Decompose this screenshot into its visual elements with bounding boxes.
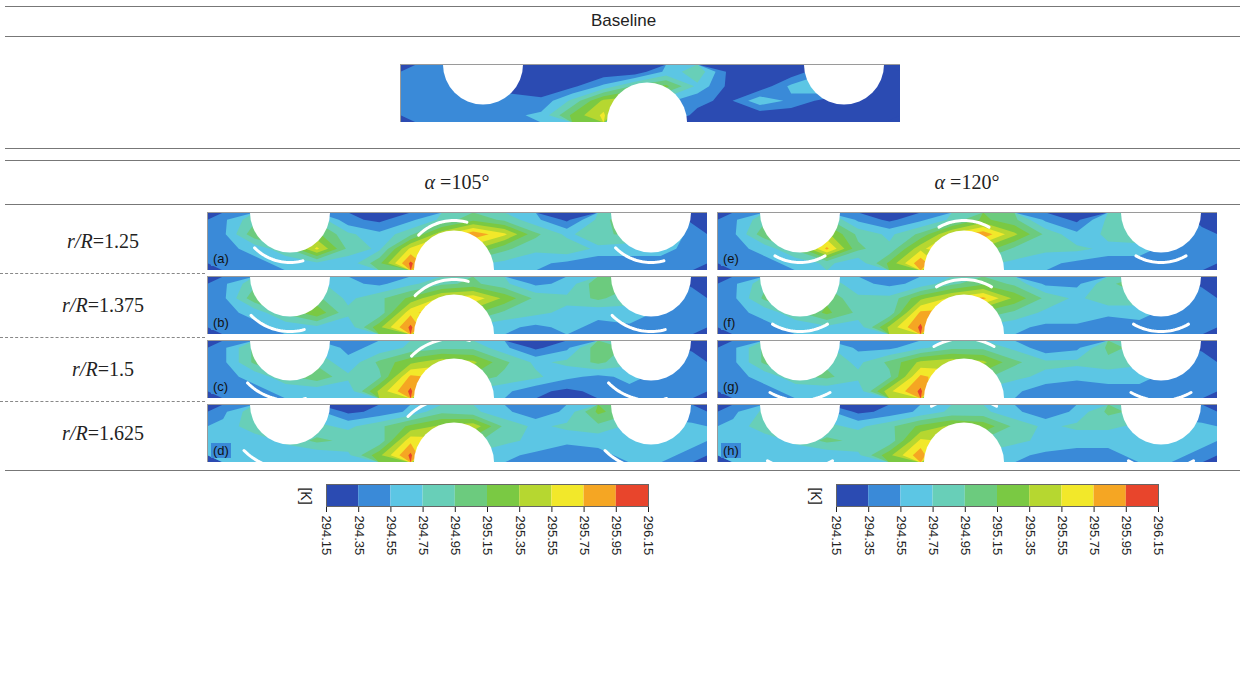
html-text:r/R =1.5: r/R =1.5 [72,358,134,380]
svg-text:295.55: 295.55 [545,516,560,556]
svg-text:295.55: 295.55 [1055,516,1070,556]
html-text:(b): (b) [213,315,229,330]
svg-text:294.95: 294.95 [448,516,463,556]
svg-text:294.95: 294.95 [958,516,973,556]
svg-text:295.95: 295.95 [1119,516,1134,556]
svg-text:296.15: 296.15 [641,516,656,556]
html-text:r/R =1.375: r/R =1.375 [62,294,144,316]
html-text:Baseline: Baseline [590,11,657,30]
svg-text:294.75: 294.75 [926,516,941,556]
svg-text:295.95: 295.95 [609,516,624,556]
html-text:(h): (h) [723,443,739,458]
html-text:α =120°: α =120° [934,171,1000,193]
svg-text:295.35: 295.35 [1023,516,1038,556]
svg-text:294.35: 294.35 [862,516,877,556]
svg-text:294.15: 294.15 [829,516,844,556]
html-text:[K]: [K] [808,487,824,505]
svg-text:295.75: 295.75 [1087,516,1102,556]
svg-text:294.55: 294.55 [894,516,909,556]
html-text:r/R =1.25: r/R =1.25 [67,230,139,252]
html-text:(d): (d) [213,443,229,458]
html-text:α =105°: α =105° [424,171,490,193]
svg-text:295.75: 295.75 [577,516,592,556]
html-text:(c): (c) [213,379,229,394]
html-text:[K]: [K] [298,487,314,505]
svg-text:295.15: 295.15 [990,516,1005,556]
html-text:(e): (e) [723,251,739,266]
svg-text:295.35: 295.35 [513,516,528,556]
html-text:(f): (f) [723,315,736,330]
svg-text:296.15: 296.15 [1151,516,1166,556]
html-text:r/R =1.625: r/R =1.625 [62,422,144,444]
html-text:(a): (a) [213,251,229,266]
svg-text:294.55: 294.55 [384,516,399,556]
svg-text:294.15: 294.15 [319,516,334,556]
svg-text:294.75: 294.75 [416,516,431,556]
svg-text:294.35: 294.35 [352,516,367,556]
svg-text:295.15: 295.15 [480,516,495,556]
html-text:(g): (g) [723,379,739,394]
